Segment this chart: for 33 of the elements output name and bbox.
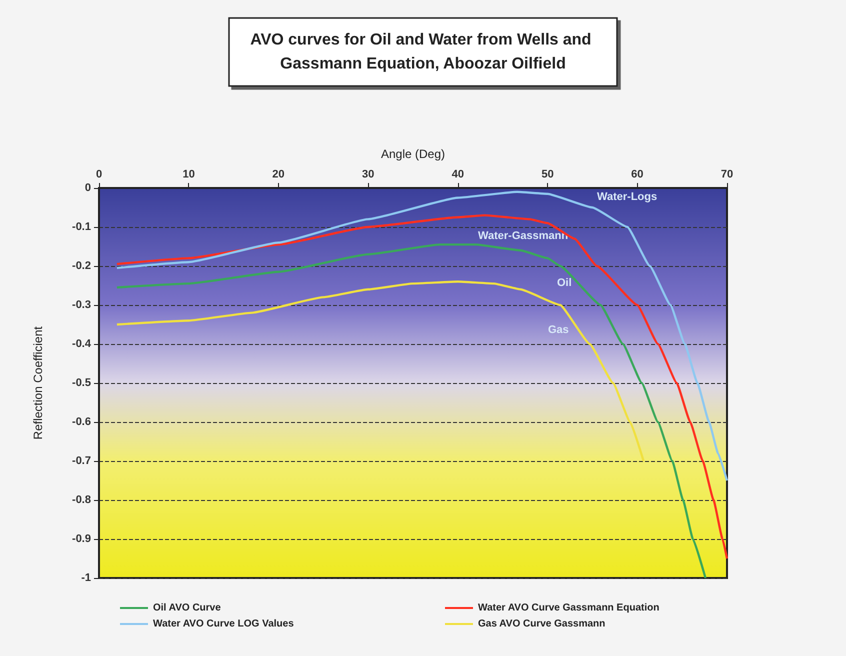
line-series [116, 243, 707, 580]
x-tick-label: 70 [720, 168, 734, 180]
y-tick-label: -0.9 [72, 533, 91, 545]
y-tick-label: -0.7 [72, 455, 91, 467]
legend-label: Oil AVO Curve [153, 602, 222, 614]
y-tick-label: -0.6 [72, 416, 91, 428]
x-tick-label: 40 [452, 168, 464, 180]
y-tick-label: -0.4 [72, 338, 92, 350]
y-tick-label: 0 [84, 182, 91, 194]
x-axis-title: Angle (Deg) [380, 147, 446, 161]
y-tick-label: -0.1 [72, 221, 91, 233]
chart-title: AVO curves for Oil and Water from Wells and Gassmann Equation, Aboozar Oilfield [250, 32, 596, 72]
x-tick-label: 60 [631, 168, 644, 180]
legend-label: Water AVO Curve LOG Values [153, 618, 294, 630]
annotation: Oil [557, 277, 572, 289]
y-axis-title: Reflection Coefficient [31, 326, 45, 440]
annotation: Water-Logs [597, 191, 658, 203]
x-tick-label: 20 [272, 168, 285, 180]
line-series [116, 214, 728, 560]
annotation: Gas [548, 324, 569, 336]
x-tick-label: 10 [182, 168, 195, 180]
x-tick-label: 0 [96, 168, 102, 180]
legend-label: Water AVO Curve Gassmann Equation [478, 602, 660, 614]
y-tick-label: -1 [81, 572, 91, 584]
x-tick-label: 30 [362, 168, 374, 180]
line-series [116, 190, 728, 482]
y-tick-label: -0.5 [72, 377, 91, 389]
x-tick-label: 50 [541, 168, 554, 180]
y-tick-label: -0.3 [72, 299, 91, 311]
annotation: Water-Gassmann [478, 230, 568, 242]
y-tick-label: -0.2 [72, 260, 91, 272]
y-tick-label: -0.8 [72, 494, 91, 506]
legend-label: Gas AVO Curve Gassmann [478, 618, 606, 630]
